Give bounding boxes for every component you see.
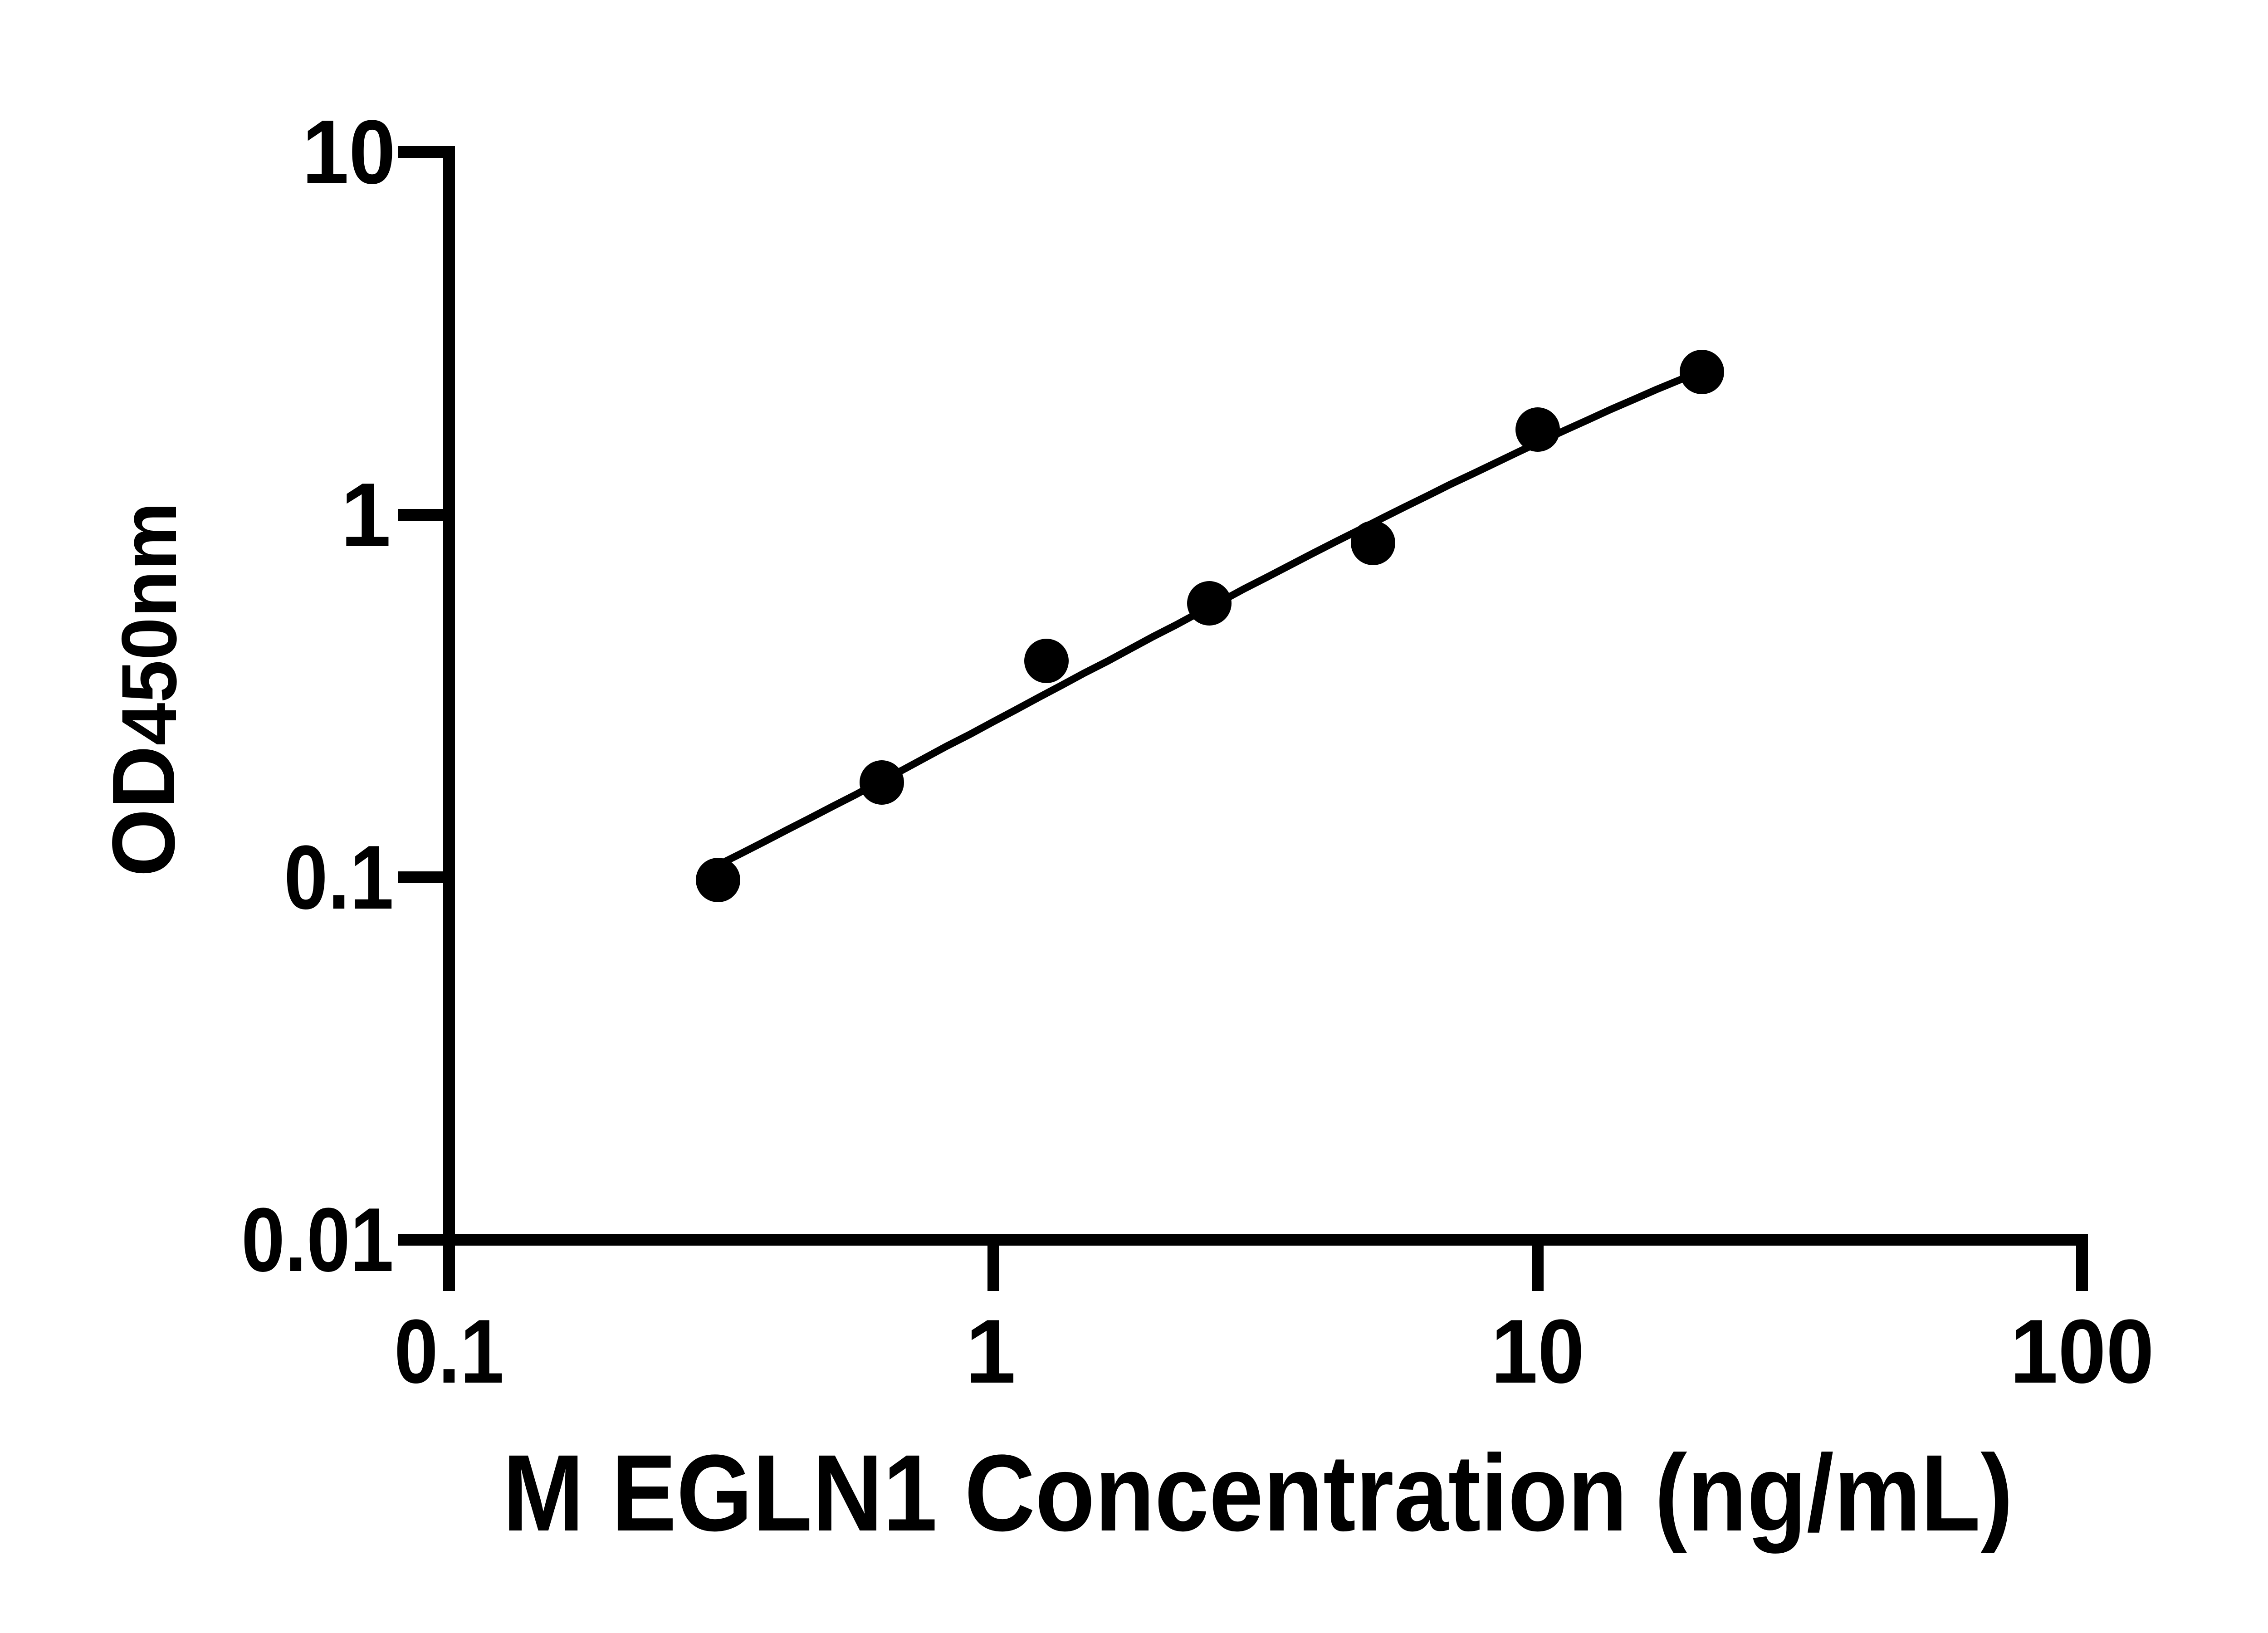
svg-text:OD450nm: OD450nm	[94, 502, 193, 877]
svg-text:100: 100	[2010, 1301, 2154, 1402]
svg-text:M EGLN1 Concentration (ng/mL): M EGLN1 Concentration (ng/mL)	[503, 1432, 2013, 1554]
svg-text:1: 1	[965, 1301, 1016, 1402]
svg-text:0.1: 0.1	[284, 827, 394, 928]
svg-text:1: 1	[341, 464, 391, 566]
svg-text:0.01: 0.01	[241, 1189, 394, 1291]
svg-text:10: 10	[1491, 1301, 1584, 1402]
svg-text:10: 10	[302, 102, 396, 203]
svg-text:0.1: 0.1	[394, 1301, 504, 1402]
